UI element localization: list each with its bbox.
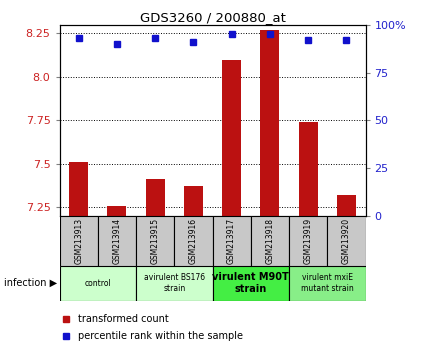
Text: GSM213913: GSM213913	[74, 218, 83, 264]
Text: virulent mxiE
mutant strain: virulent mxiE mutant strain	[301, 274, 354, 293]
Bar	[69, 162, 88, 216]
Text: infection ▶: infection ▶	[4, 278, 57, 288]
Bar	[60, 216, 98, 266]
Text: GSM213916: GSM213916	[189, 218, 198, 264]
Title: GDS3260 / 200880_at: GDS3260 / 200880_at	[139, 11, 286, 24]
Bar	[136, 266, 212, 301]
Bar	[98, 216, 136, 266]
Text: control: control	[85, 279, 111, 288]
Bar	[251, 216, 289, 266]
Text: avirulent BS176
strain: avirulent BS176 strain	[144, 274, 205, 293]
Bar	[289, 266, 366, 301]
Bar	[298, 122, 317, 216]
Bar	[212, 216, 251, 266]
Bar	[327, 216, 366, 266]
Bar	[222, 59, 241, 216]
Text: percentile rank within the sample: percentile rank within the sample	[78, 331, 243, 341]
Bar	[184, 187, 203, 216]
Bar	[145, 179, 164, 216]
Text: GSM213917: GSM213917	[227, 218, 236, 264]
Text: GSM213915: GSM213915	[150, 218, 160, 264]
Text: transformed count: transformed count	[78, 314, 169, 324]
Text: GSM213914: GSM213914	[112, 218, 122, 264]
Text: virulent M90T
strain: virulent M90T strain	[212, 272, 289, 294]
Text: GSM213919: GSM213919	[303, 218, 313, 264]
Bar	[136, 216, 174, 266]
Bar	[289, 216, 327, 266]
Bar	[212, 266, 289, 301]
Text: GSM213920: GSM213920	[342, 218, 351, 264]
Bar	[337, 195, 356, 216]
Text: GSM213918: GSM213918	[265, 218, 275, 264]
Bar	[107, 206, 127, 216]
Bar	[174, 216, 212, 266]
Bar	[260, 30, 280, 216]
Bar	[60, 266, 136, 301]
